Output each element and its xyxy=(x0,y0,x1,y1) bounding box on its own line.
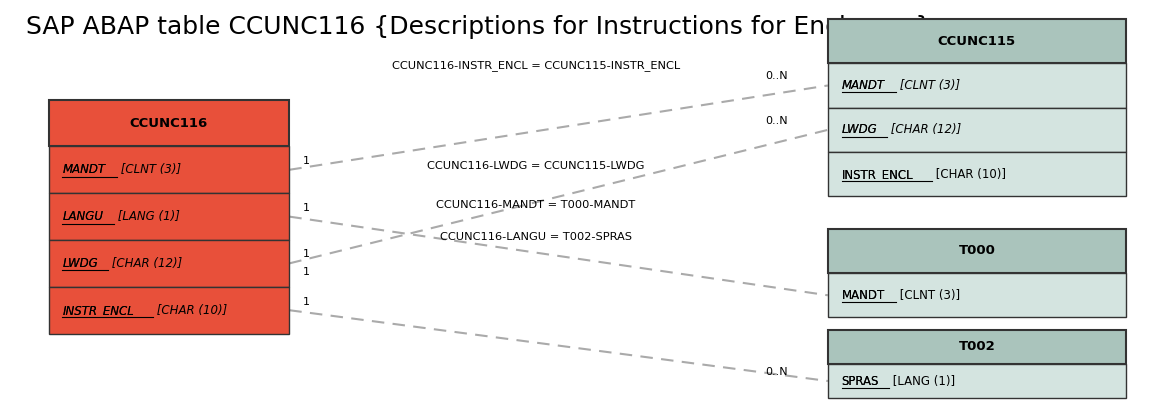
Text: INSTR_ENCL: INSTR_ENCL xyxy=(842,168,913,181)
Bar xyxy=(49,100,289,146)
Text: CCUNC116-MANDT = T000-MANDT: CCUNC116-MANDT = T000-MANDT xyxy=(436,200,635,209)
Text: [LANG (1)]: [LANG (1)] xyxy=(115,210,180,223)
Text: 1: 1 xyxy=(303,203,310,213)
Text: CCUNC116-INSTR_ENCL = CCUNC115-INSTR_ENCL: CCUNC116-INSTR_ENCL = CCUNC115-INSTR_ENC… xyxy=(392,60,679,71)
Text: MANDT: MANDT xyxy=(842,289,885,302)
Text: [LANG (1)]: [LANG (1)] xyxy=(888,375,955,387)
Text: MANDT: MANDT xyxy=(62,163,105,176)
Bar xyxy=(828,63,1126,108)
Text: MANDT: MANDT xyxy=(842,79,885,92)
Text: SPRAS: SPRAS xyxy=(842,375,879,387)
Text: 1: 1 xyxy=(303,249,310,259)
Text: MANDT: MANDT xyxy=(62,163,105,176)
Text: [CLNT (3)]: [CLNT (3)] xyxy=(117,163,181,176)
Bar xyxy=(49,287,289,334)
Bar xyxy=(828,108,1126,152)
Bar xyxy=(49,193,289,240)
Text: INSTR_ENCL: INSTR_ENCL xyxy=(62,304,134,317)
Text: CCUNC116-LANGU = T002-SPRAS: CCUNC116-LANGU = T002-SPRAS xyxy=(440,232,631,242)
Text: LWDG: LWDG xyxy=(842,124,878,136)
Text: LWDG: LWDG xyxy=(842,124,878,136)
Text: 1: 1 xyxy=(303,297,310,307)
Text: 1: 1 xyxy=(303,267,310,277)
Text: LANGU: LANGU xyxy=(62,210,103,223)
Text: SAP ABAP table CCUNC116 {Descriptions for Instructions for Enclosure}: SAP ABAP table CCUNC116 {Descriptions fo… xyxy=(26,15,931,39)
Text: T002: T002 xyxy=(959,340,995,353)
Text: INSTR_ENCL: INSTR_ENCL xyxy=(62,304,134,317)
Bar xyxy=(828,364,1126,398)
Text: [CHAR (10)]: [CHAR (10)] xyxy=(932,168,1007,181)
Text: 1: 1 xyxy=(303,156,310,166)
Bar xyxy=(828,19,1126,63)
Text: MANDT: MANDT xyxy=(842,289,885,302)
Text: MANDT: MANDT xyxy=(842,79,885,92)
Text: 0..N: 0..N xyxy=(765,116,788,126)
Bar xyxy=(49,146,289,193)
Text: LWDG: LWDG xyxy=(62,257,98,270)
Bar xyxy=(828,273,1126,317)
Bar xyxy=(49,240,289,287)
Text: [CLNT (3)]: [CLNT (3)] xyxy=(895,79,960,92)
Text: 0..N: 0..N xyxy=(765,367,788,377)
Text: 0..N: 0..N xyxy=(765,72,788,81)
Text: INSTR_ENCL: INSTR_ENCL xyxy=(842,168,913,181)
Bar xyxy=(828,330,1126,364)
Bar xyxy=(828,152,1126,196)
Text: CCUNC116-LWDG = CCUNC115-LWDG: CCUNC116-LWDG = CCUNC115-LWDG xyxy=(427,161,644,171)
Text: SPRAS: SPRAS xyxy=(842,375,879,387)
Text: LWDG: LWDG xyxy=(62,257,98,270)
Bar xyxy=(828,229,1126,273)
Text: [CHAR (12)]: [CHAR (12)] xyxy=(108,257,182,270)
Text: T000: T000 xyxy=(959,245,995,257)
Text: [CLNT (3)]: [CLNT (3)] xyxy=(897,289,961,302)
Text: [CHAR (12)]: [CHAR (12)] xyxy=(887,124,961,136)
Text: CCUNC115: CCUNC115 xyxy=(938,35,1016,47)
Text: LANGU: LANGU xyxy=(62,210,103,223)
Text: [CHAR (10)]: [CHAR (10)] xyxy=(153,304,227,317)
Text: CCUNC116: CCUNC116 xyxy=(130,117,208,130)
